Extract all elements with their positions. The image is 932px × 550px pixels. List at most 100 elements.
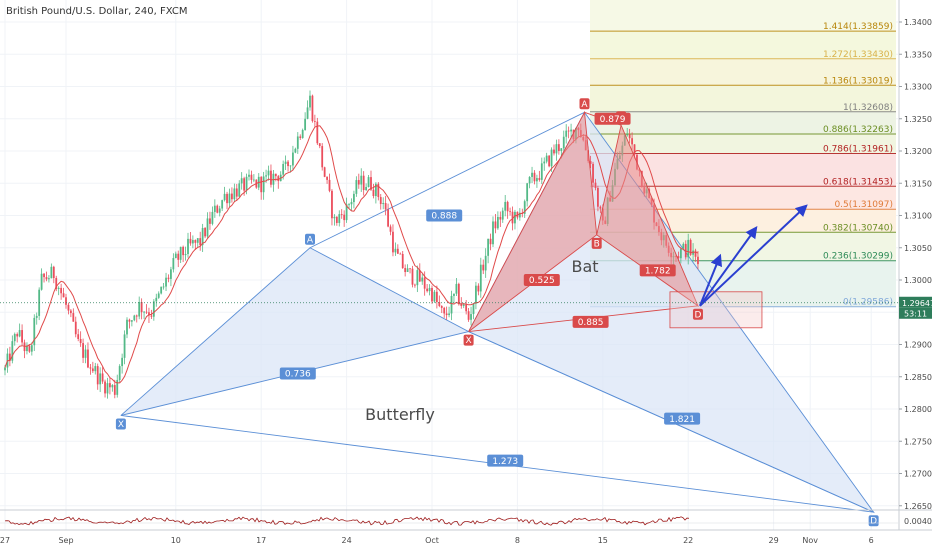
bat-point-b-bg [591, 237, 602, 249]
fib-label-8: 0.382(1.30740) [823, 223, 893, 233]
candle-body [30, 345, 33, 352]
bat-ratio-0: 0.879 [594, 112, 631, 125]
candle-body [184, 254, 187, 256]
fib-label-1: 1.272(1.33430) [823, 50, 893, 60]
candle-body [355, 180, 358, 194]
bat-point-a-bg [579, 98, 590, 110]
osc-line [4, 516, 690, 526]
candle-body [8, 353, 11, 361]
candle-body [482, 264, 485, 271]
candle-body [101, 373, 104, 382]
candle-body [311, 95, 314, 122]
butterfly-ratio-1-text: 0.736 [285, 370, 311, 380]
candle-body [589, 161, 592, 164]
candle-body [148, 312, 150, 316]
price-tick-label-4: 1.32000 [904, 147, 932, 156]
candle-body [216, 205, 219, 213]
bat-point-x-text: X [466, 336, 472, 346]
candle-body [504, 201, 507, 211]
candle-body [179, 246, 182, 260]
candle-body [138, 302, 141, 317]
candle-body [18, 330, 21, 337]
candle-body [682, 243, 685, 249]
countdown-tag-text: 53:11 [904, 309, 927, 318]
candle-body [465, 304, 468, 312]
candle-body [199, 238, 202, 246]
candle-body [191, 240, 194, 244]
candle-body [565, 130, 568, 137]
price-tick-label-13: 1.27500 [904, 437, 932, 446]
candle-body [218, 208, 221, 213]
candle-body [294, 148, 297, 153]
candle-body [177, 253, 180, 260]
butterfly-point-x-bg [115, 418, 126, 430]
fib-zone [590, 186, 896, 210]
candle-body [343, 214, 346, 221]
candle-body [394, 248, 397, 253]
time-tick-label-3: 17 [256, 536, 266, 545]
candle-body [418, 270, 421, 282]
butterfly-ratio-3: 1.273 [487, 454, 524, 467]
candle-body [331, 190, 333, 219]
candle-body [106, 383, 109, 394]
candle-body [135, 315, 138, 317]
candle-body [370, 177, 372, 190]
butterfly-ratio-2-text: 1.821 [669, 415, 695, 425]
bat-point-d-bg [692, 308, 703, 320]
candle-body [233, 188, 236, 200]
candle-body [213, 205, 216, 212]
candle-body [79, 338, 82, 344]
candle-body [282, 163, 285, 175]
candle-body [428, 287, 431, 292]
time-tick-label-9: 29 [769, 536, 779, 545]
candle-body [362, 175, 365, 191]
time-axis[interactable]: 27 Sep 10 17 24 Oct 8 15 22 29 Nov 6 [0, 536, 874, 545]
candle-body [540, 163, 543, 180]
candle-body [421, 277, 424, 282]
candle-body [516, 211, 519, 218]
butterfly-ratio-0-bg [426, 209, 463, 222]
bat-ratio-2-text: 1.782 [645, 267, 671, 277]
candle-body [260, 176, 263, 193]
candle-body [289, 165, 292, 167]
candle-body [679, 248, 682, 259]
candle-body [130, 320, 133, 322]
candle-body [94, 366, 97, 372]
candle-body [72, 313, 75, 322]
candle-body [443, 307, 446, 314]
butterfly-ac-line [309, 111, 585, 249]
last-price-tag-text: 1.29647 [902, 299, 932, 308]
candle-body [467, 311, 470, 320]
candle-body [121, 357, 124, 367]
time-tick-label-2: 10 [171, 536, 181, 545]
candle-body [67, 304, 70, 311]
candle-body [11, 341, 14, 361]
bat-ratio-1: 0.525 [523, 274, 560, 286]
last-price-tag-bg [899, 296, 932, 308]
time-tick-label-5: Oct [425, 536, 439, 545]
projection-arrow-2 [699, 204, 808, 307]
countdown-tag-bg [899, 307, 932, 319]
candle-body [123, 334, 126, 358]
candle-body [523, 201, 526, 214]
candle-body [416, 270, 419, 286]
butterfly-point-x: X [115, 418, 126, 430]
candle-body [235, 188, 238, 197]
bat-name: Bat [571, 257, 598, 276]
butterfly-point-a: A [305, 233, 315, 245]
candle-body [262, 176, 265, 193]
fib-label-5: 0.786(1.31961) [823, 145, 893, 155]
price-axis[interactable]: 1.34000 1.33500 1.33000 1.32500 1.32000 1.315… [898, 0, 932, 530]
bat-ratio-2: 1.782 [639, 264, 676, 277]
bat-ratio-2-bg [639, 264, 676, 277]
candle-body [187, 238, 189, 255]
candle-body [109, 383, 111, 388]
candle-body [365, 187, 368, 191]
candle-body [309, 95, 311, 108]
candle-body [228, 193, 231, 204]
bat-point-b: B [591, 237, 602, 249]
candle-body [313, 121, 316, 122]
candle-body [499, 216, 502, 220]
fib-zone [590, 31, 896, 59]
